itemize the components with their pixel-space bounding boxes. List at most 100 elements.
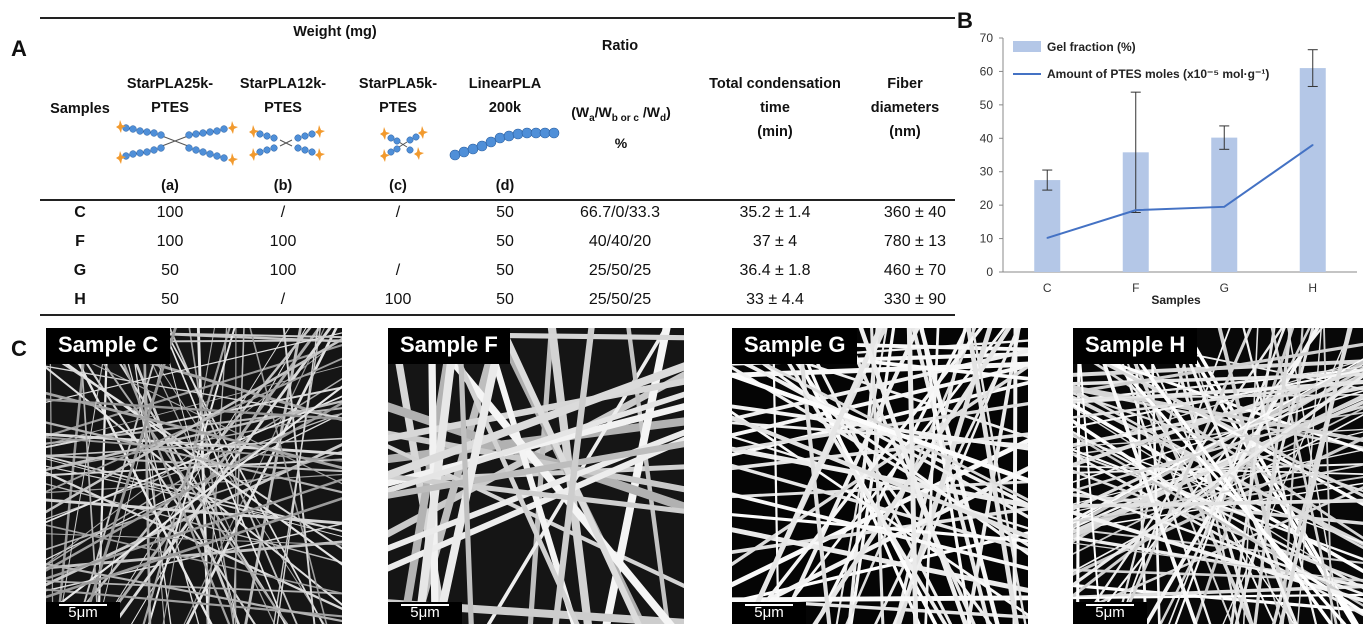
panel-letter-c: C <box>11 336 27 361</box>
fiber-strand <box>46 337 342 514</box>
fiber-strand <box>1073 498 1363 509</box>
fiber-strand <box>918 328 1000 624</box>
col-tag-b: (b) <box>273 178 293 194</box>
fiber-strand <box>1253 328 1293 624</box>
scale-bar-label: 5μm <box>68 604 98 621</box>
fiber-strand <box>1073 347 1363 540</box>
fiber-strand <box>434 328 507 624</box>
scale-bar-label: 5μm <box>754 604 784 621</box>
col-tag-c: (c) <box>389 178 407 194</box>
scale-bar-line <box>745 604 793 606</box>
col-header-linearpla: LinearPLA 200k <box>450 72 560 120</box>
fiber-strand <box>1083 328 1347 624</box>
fiber-strand <box>101 328 290 624</box>
legend-label-gel-fraction: Gel fraction (%) <box>1047 40 1136 54</box>
cell-time: 37 ± 4 <box>752 233 798 250</box>
cell-fiber: 330 ± 90 <box>883 291 947 308</box>
cell-ratio: 66.7/0/33.3 <box>579 204 661 221</box>
fiber-strand <box>1073 379 1363 419</box>
fiber-strand <box>732 345 1028 502</box>
starpla25k-molecule-icon <box>116 120 238 166</box>
fiber-strand <box>162 328 324 624</box>
cell-time: 33 ± 4.4 <box>746 291 804 308</box>
ptes-moles-point <box>1311 144 1314 146</box>
col-header-line2: PTES <box>151 100 189 116</box>
fiber-strand <box>924 328 940 624</box>
fiber-strand <box>732 480 1028 499</box>
fiber-strand <box>1073 469 1363 583</box>
y-tick-label: 50 <box>980 98 994 112</box>
fiber-strand <box>46 478 342 580</box>
fiber-strand <box>1073 392 1363 493</box>
cell-time: 36.4 ± 1.8 <box>739 262 811 279</box>
fiber-strand <box>1234 328 1315 624</box>
starpla5k-molecule-icon <box>380 126 428 162</box>
fiber-strand <box>1073 405 1363 492</box>
bar-C <box>1034 180 1061 272</box>
fiber-strand <box>1118 328 1231 624</box>
fiber-strand <box>46 332 342 403</box>
legend-swatch-bar <box>1013 41 1041 52</box>
y-tick-label: 10 <box>980 232 994 246</box>
ratio-w2: /W <box>594 104 612 120</box>
fiber-strand <box>1073 402 1363 574</box>
panel-letter-a: A <box>11 36 27 61</box>
fiber-strand <box>1073 486 1363 616</box>
fiber-strand <box>732 595 1028 603</box>
sem-label: Sample H <box>1073 328 1198 364</box>
ptes-moles-point <box>1046 237 1049 239</box>
y-tick-label: 0 <box>986 265 993 279</box>
fiber-strand <box>1217 328 1294 624</box>
x-tick-label: G <box>1220 281 1229 295</box>
scale-bar-line <box>401 604 449 606</box>
fiber-strand <box>183 328 325 624</box>
ratio-w: (W <box>571 104 590 120</box>
col-header-line1: LinearPLA <box>468 76 542 92</box>
table-row: G 50 100 / 50 25/50/25 36.4 ± 1.8 460 ± … <box>40 258 955 284</box>
ratio-close: ) <box>666 104 671 120</box>
table-row: C 100 / / 50 66.7/0/33.3 35.2 ± 1.4 360 … <box>40 200 955 226</box>
fiber-strand <box>168 328 298 624</box>
cell-b: 100 <box>269 262 297 279</box>
fiber-strand <box>552 328 595 624</box>
fiber-strand <box>966 328 1019 624</box>
fiber-strand <box>142 328 152 624</box>
col-header-line2: PTES <box>264 100 302 116</box>
y-tick-label: 70 <box>980 31 994 45</box>
cell-c: / <box>395 262 401 279</box>
fiber-strand <box>1118 328 1253 624</box>
cell-c: 100 <box>384 291 412 308</box>
fiber-strand <box>772 328 780 624</box>
cell-a: 100 <box>156 233 184 250</box>
fiber-strand <box>68 328 312 624</box>
row-sample: H <box>74 291 86 308</box>
fiber-strand <box>732 415 1028 540</box>
gel-fraction-chart: 0 10 20 30 40 50 60 70 C F G H Samples Gel fraction (… <box>980 31 1357 307</box>
fiber-strand <box>142 328 231 624</box>
fiber-strand <box>97 328 172 624</box>
cell-d: 50 <box>496 291 514 308</box>
fiber-strand <box>388 362 684 480</box>
fiber-strand <box>162 328 216 624</box>
y-tick-label: 30 <box>980 165 994 179</box>
scale-bar-line <box>1086 604 1134 606</box>
col-header-line1: StarPLA5k- <box>358 76 438 92</box>
ratio-header: Ratio <box>601 38 639 54</box>
cell-b: / <box>280 204 286 221</box>
ptes-moles-point <box>1134 209 1137 211</box>
fiber-strand <box>1089 328 1324 624</box>
col-header-line1: StarPLA25k- <box>126 76 214 92</box>
fiber-strand <box>1073 510 1363 603</box>
cell-ratio: 25/50/25 <box>588 262 652 279</box>
fiber-strand <box>46 400 342 472</box>
scale-bar-line <box>59 604 107 606</box>
fiber-strand <box>1073 428 1363 447</box>
fiber-strand <box>765 328 948 624</box>
scale-bar: 5μm <box>1073 602 1147 624</box>
bar-H <box>1299 68 1326 272</box>
fiber-line1: Fiber <box>887 76 923 92</box>
fiber-strand <box>108 328 231 624</box>
fiber-strand <box>162 328 286 624</box>
cell-a: 50 <box>161 262 179 279</box>
ratio-sub-d: d <box>660 112 667 124</box>
